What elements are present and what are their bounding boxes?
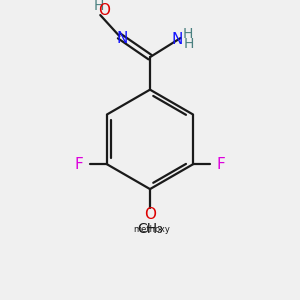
Text: H: H — [183, 27, 194, 41]
Text: CH₃: CH₃ — [137, 222, 163, 236]
Text: O: O — [98, 3, 110, 18]
Text: H: H — [184, 37, 194, 51]
Text: F: F — [216, 157, 225, 172]
Text: F: F — [75, 157, 84, 172]
Text: H: H — [93, 0, 103, 13]
Text: O: O — [144, 207, 156, 222]
Text: N: N — [117, 32, 128, 46]
Text: N: N — [171, 32, 182, 47]
Text: methoxy: methoxy — [134, 225, 170, 234]
